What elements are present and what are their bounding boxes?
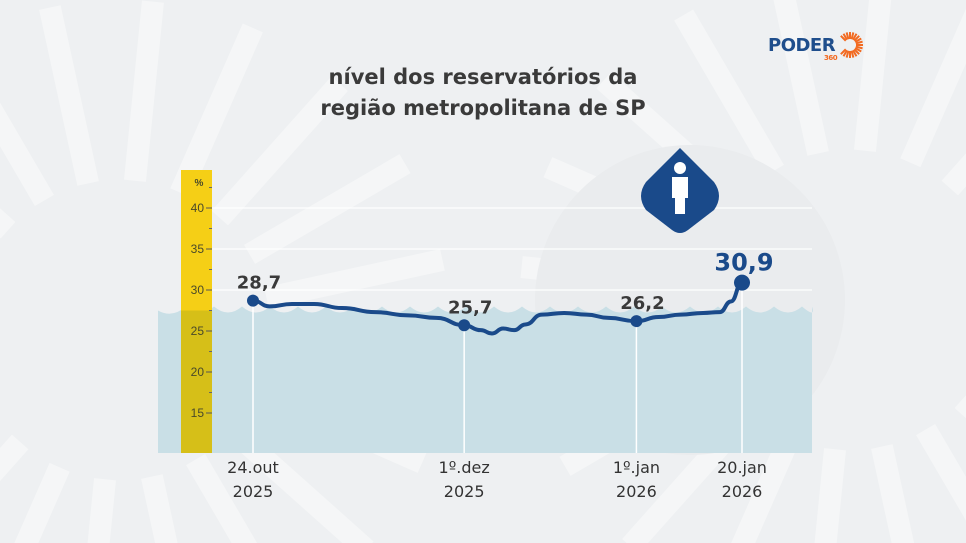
- person-body: [672, 177, 688, 214]
- sunburst-ray: [773, 0, 829, 156]
- data-point: [630, 315, 643, 328]
- sunburst-ray: [211, 76, 348, 226]
- sunburst-ray: [124, 0, 164, 182]
- sunburst-ray: [814, 448, 846, 543]
- x-tick-label: 1º.dez: [439, 458, 490, 477]
- y-tick-label: 15: [191, 406, 205, 420]
- sunburst-ray: [0, 434, 29, 482]
- logo-ray: [842, 33, 848, 41]
- x-tick-label: 1º.jan: [613, 458, 660, 477]
- person-head: [674, 162, 686, 174]
- x-tick-label: 2025: [444, 482, 485, 501]
- y-tick-label: 35: [191, 242, 205, 256]
- sunburst-ray: [0, 102, 54, 206]
- sunburst-ray: [87, 478, 116, 543]
- y-tick-label: 25: [191, 324, 205, 338]
- logo-ray: [842, 49, 848, 57]
- sunburst-ray: [186, 454, 258, 543]
- title-line-1: nível dos reservatórios da: [328, 65, 638, 89]
- y-tick-label: 20: [191, 365, 205, 379]
- data-point: [247, 294, 259, 307]
- logo-ray: [853, 48, 860, 55]
- logo-ray: [840, 48, 847, 55]
- logo-wordmark: PODER: [768, 34, 836, 56]
- x-tick-label: 2026: [616, 482, 657, 501]
- sunburst-ray: [871, 444, 915, 543]
- sunburst-ray: [244, 154, 411, 264]
- logo-ray: [855, 40, 863, 45]
- x-tick-label: 20.jan: [717, 458, 767, 477]
- sunburst-ray: [14, 462, 70, 543]
- y-tick-label: 40: [191, 201, 205, 215]
- data-point: [734, 274, 750, 291]
- sunburst-ray: [170, 23, 263, 198]
- data-label: 30,9: [714, 249, 773, 277]
- logo-ray: [840, 35, 847, 42]
- poder360-logo: PODER 360: [768, 30, 865, 62]
- logo-ray: [853, 35, 860, 42]
- sun-logo-icon: [840, 32, 864, 58]
- data-label: 26,2: [620, 293, 664, 314]
- sunburst-ray: [141, 474, 178, 543]
- logo-sub: 360: [823, 53, 838, 62]
- logo-ray: [845, 32, 850, 40]
- logo-ray: [852, 33, 858, 41]
- x-tick-label: 2025: [233, 482, 274, 501]
- logo-ray: [850, 50, 855, 58]
- sunburst-ray: [916, 424, 966, 521]
- sunburst-ray: [731, 432, 800, 543]
- logo-ray: [845, 50, 850, 58]
- logo-ray: [850, 32, 855, 40]
- series-line: [251, 280, 744, 336]
- sunburst-ray: [264, 249, 445, 309]
- title-line-2: região metropolitana de SP: [320, 96, 646, 120]
- sunburst-ray: [39, 5, 99, 186]
- y-axis-ruler-underwater: [181, 310, 212, 453]
- water-area: [158, 306, 813, 453]
- x-tick-label: 2026: [722, 482, 763, 501]
- chart-title: nível dos reservatórios da região metrop…: [0, 62, 966, 124]
- data-point: [458, 319, 471, 332]
- y-axis-unit: %: [195, 178, 204, 189]
- sunburst-ray: [854, 0, 892, 152]
- y-tick-label: 30: [191, 283, 205, 297]
- sunburst-ray: [900, 8, 966, 168]
- sunburst-ray: [674, 9, 784, 176]
- logo-ray: [854, 47, 862, 53]
- logo-ray: [855, 45, 863, 50]
- data-label: 28,7: [237, 273, 281, 294]
- logo-ray: [854, 37, 862, 43]
- logo-ray: [852, 49, 858, 57]
- data-label: 25,7: [448, 297, 492, 318]
- water-drop-person-icon: [641, 148, 719, 233]
- logo-text: PODER 360: [768, 34, 838, 62]
- x-tick-label: 24.out: [227, 458, 279, 477]
